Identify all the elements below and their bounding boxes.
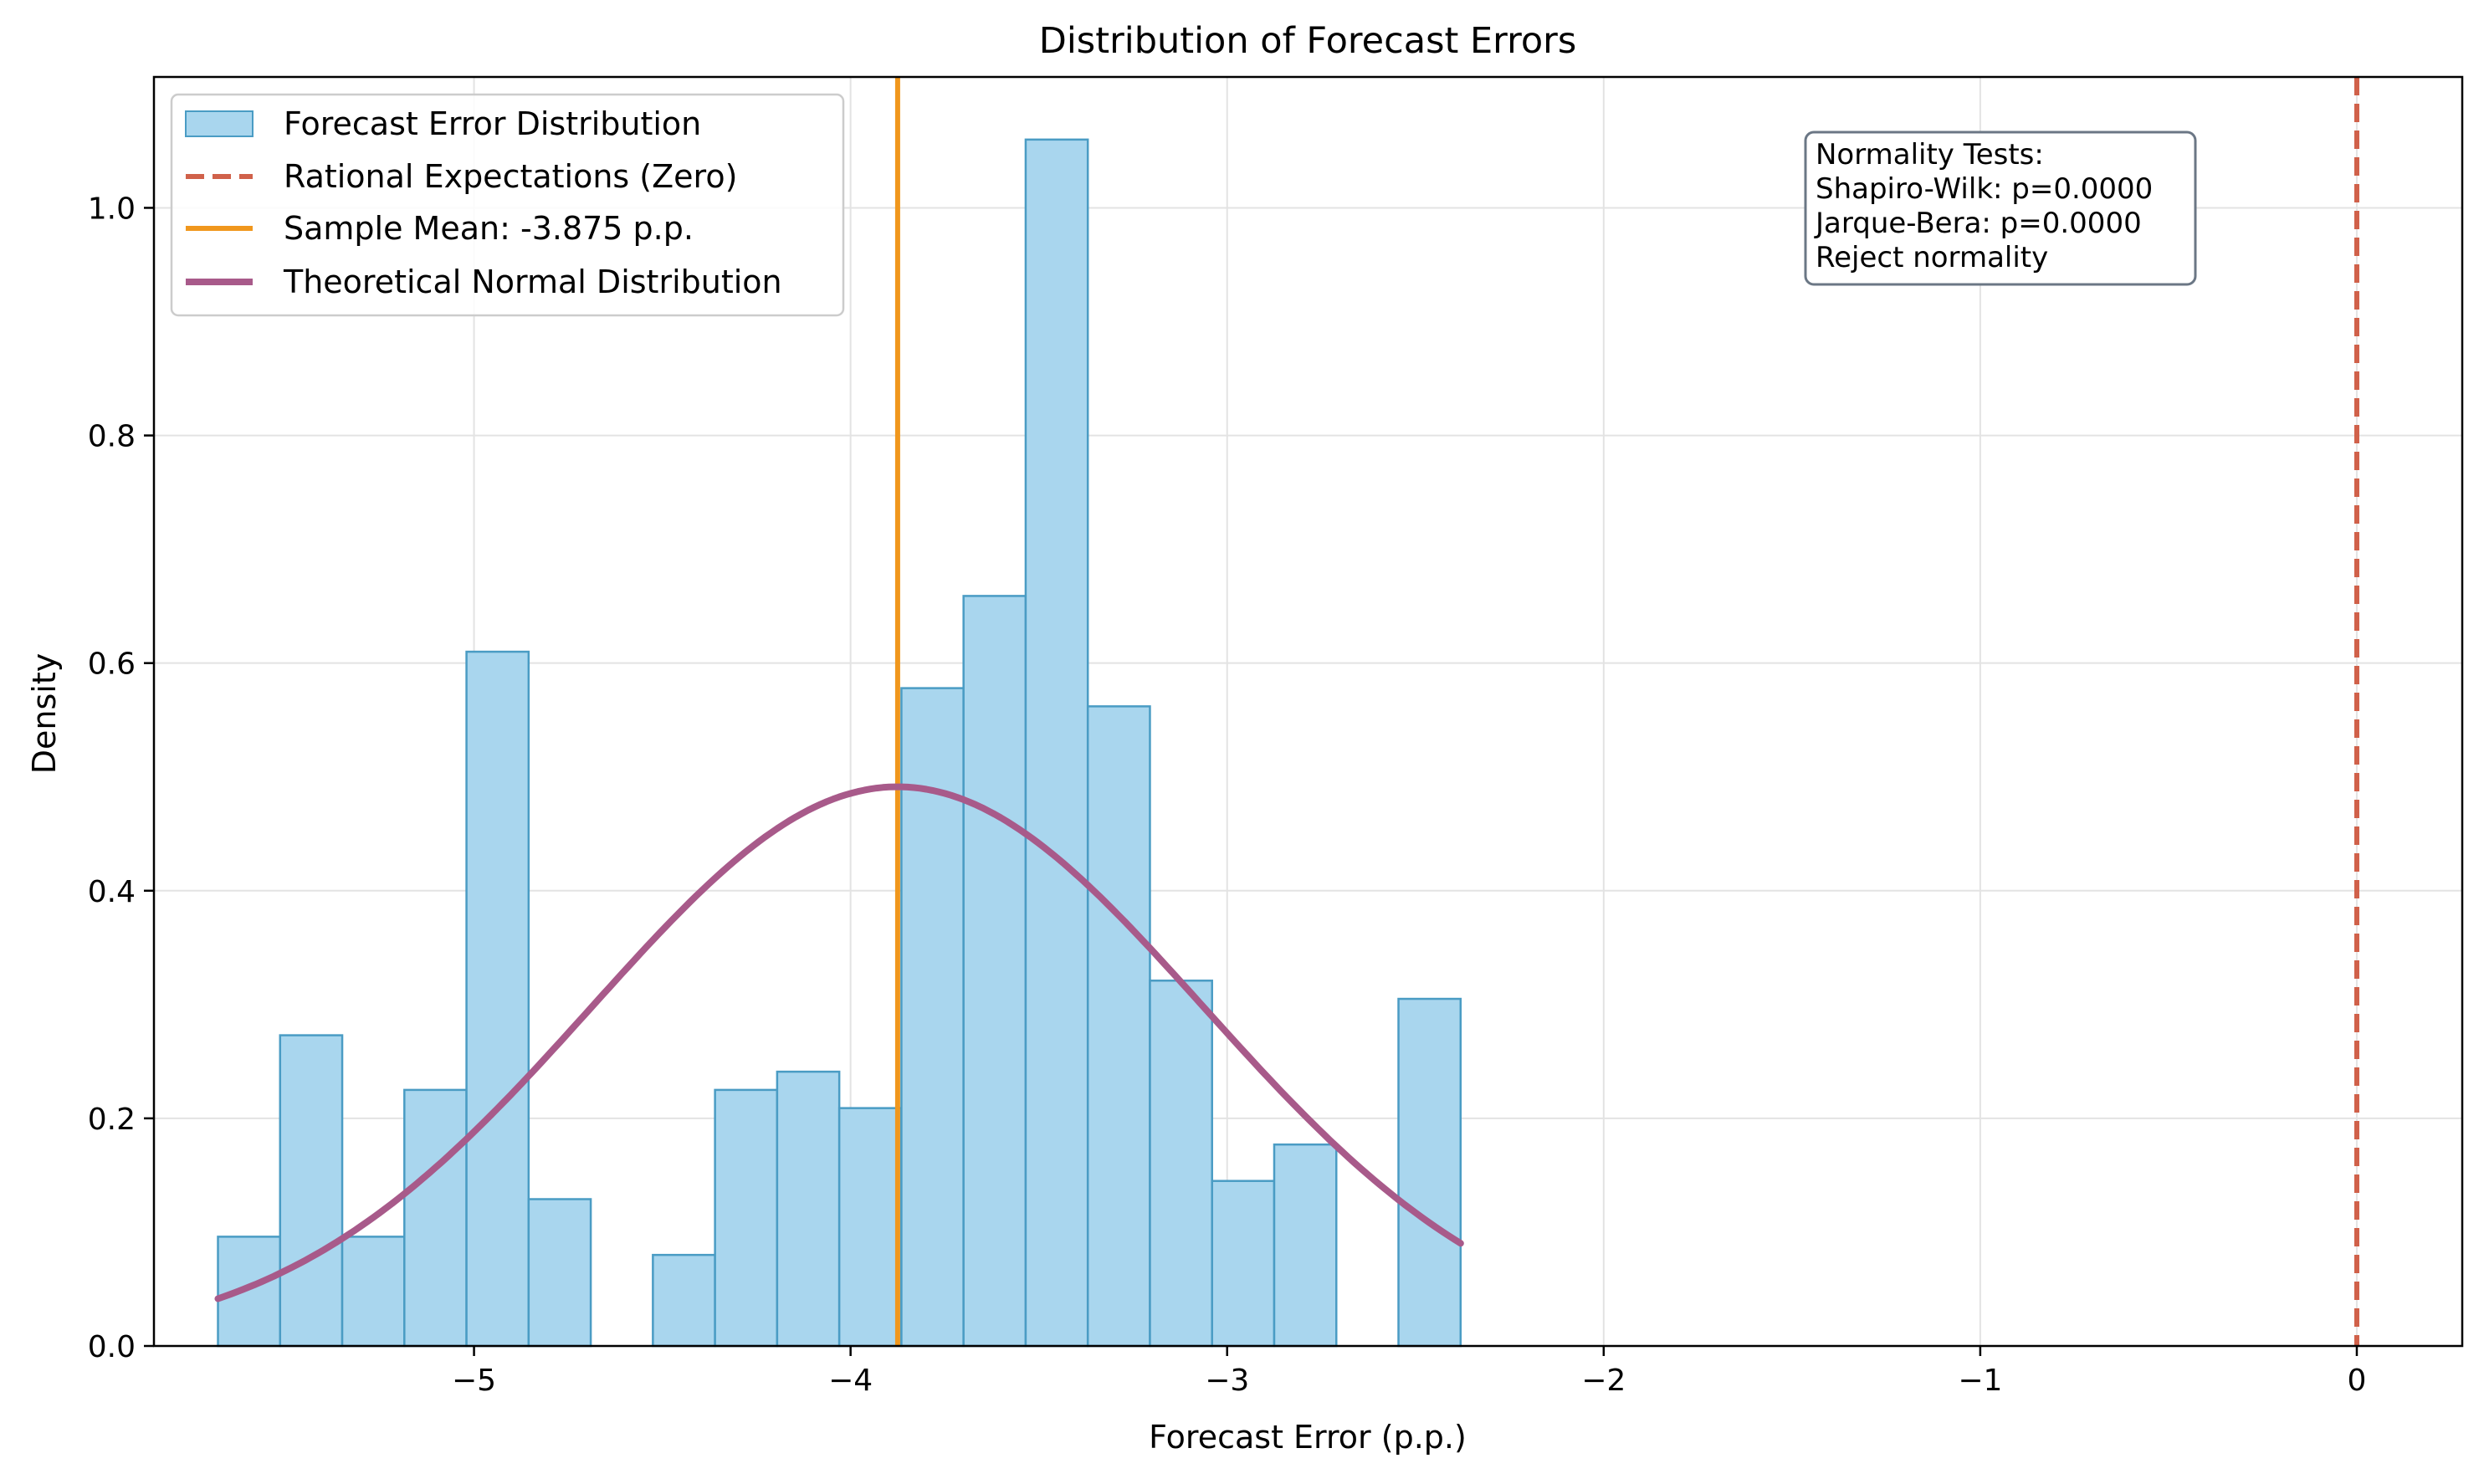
y-tick-label: 0.2 [88, 1103, 136, 1137]
y-tick-label: 0.6 [88, 647, 136, 682]
histogram-bar [837, 1107, 903, 1348]
histogram-bar [776, 1070, 841, 1348]
histogram-bar [217, 1236, 282, 1348]
histogram-bar [962, 595, 1027, 1348]
x-tick-label: 0 [2348, 1364, 2367, 1398]
chart-title: Distribution of Forecast Errors [1039, 20, 1576, 62]
y-tick-label: 0.0 [88, 1330, 136, 1364]
annotation-line-1: Normality Tests: [1816, 138, 2044, 171]
x-axis-label: Forecast Error (p.p.) [1149, 1419, 1467, 1456]
histogram-bar [403, 1088, 468, 1348]
histogram-bar [527, 1198, 592, 1348]
histogram-bar [341, 1236, 406, 1348]
x-tick-label: −1 [1958, 1364, 2002, 1398]
histogram-bar [1211, 1180, 1276, 1348]
x-tick-label: −4 [828, 1364, 873, 1398]
histogram-bar [1273, 1143, 1338, 1348]
histogram-bar [652, 1253, 716, 1348]
histogram-bar [1024, 138, 1089, 1348]
histogram-bar [714, 1088, 779, 1348]
histogram-bar [279, 1034, 344, 1348]
x-tick-label: −3 [1205, 1364, 1249, 1398]
histogram-bar [1149, 980, 1213, 1348]
histogram-bar [1086, 705, 1151, 1348]
legend-label-mean-line: Sample Mean: -3.875 p.p. [284, 210, 694, 247]
reference-lines [894, 77, 2359, 1346]
normal-distribution-curve [214, 783, 1464, 1302]
plot-frame [152, 75, 2464, 1348]
legend: Forecast Error Distribution Rational Exp… [170, 93, 845, 317]
x-tick-label: −5 [452, 1364, 496, 1398]
annotation-frame [1804, 130, 2197, 286]
legend-frame [170, 93, 845, 317]
y-axis-label: Density [26, 653, 63, 774]
y-tick-label: 0.4 [88, 875, 136, 909]
x-tick-label: −2 [1581, 1364, 1626, 1398]
normality-tests-box: Normality Tests: Shapiro-Wilk: p=0.0000 … [1804, 130, 2197, 286]
y-tick-label: 1.0 [88, 192, 136, 226]
annotation-line-3: Jarque-Bera: p=0.0000 [1814, 207, 2142, 240]
legend-label-histogram: Forecast Error Distribution [284, 105, 701, 142]
normal-curve-layer [214, 783, 1464, 1302]
annotation-line-4: Reject normality [1816, 241, 2048, 274]
annotation-line-2: Shapiro-Wilk: p=0.0000 [1816, 172, 2153, 206]
legend-label-normal-curve: Theoretical Normal Distribution [283, 264, 782, 300]
histogram-bars [217, 138, 1462, 1348]
histogram-bar [465, 650, 530, 1348]
y-tick-label: 0.8 [88, 420, 136, 454]
histogram-bar [1397, 997, 1462, 1348]
ticks: −5 −4 −3 −2 −1 0 0.0 0.2 0.4 0.6 0.8 1.0 [88, 192, 2367, 1398]
legend-swatch-histogram [185, 110, 254, 137]
axes [152, 75, 2464, 1348]
legend-label-zero-line: Rational Expectations (Zero) [284, 158, 737, 195]
